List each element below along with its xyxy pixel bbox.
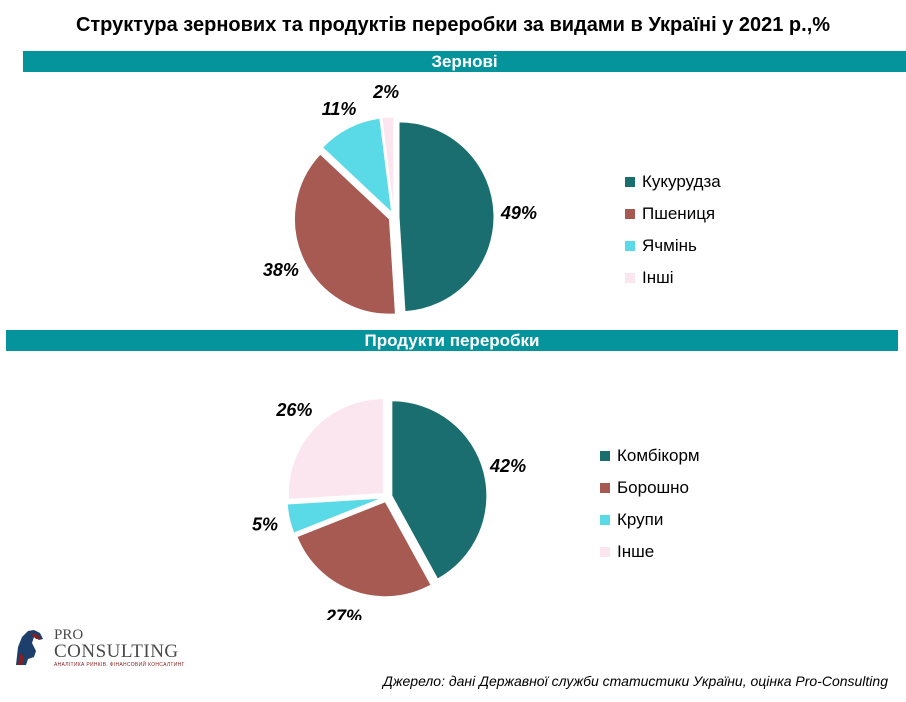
legend-label: Борошно: [617, 478, 690, 497]
pie-data-label-4: 2%: [372, 82, 399, 102]
legend-swatch: [625, 177, 635, 187]
pie-data-label-1: 49%: [500, 203, 537, 223]
pie-slice-3: [286, 497, 383, 534]
logo-tagline: АНАЛІТИКА РИНКІВ. ФІНАНСОВИЙ КОНСАЛТИНГ: [54, 662, 185, 668]
source-note: Джерело: дані Державної служби статистик…: [383, 673, 888, 689]
legend-item: Інше: [600, 536, 700, 568]
legend-label: Крупи: [617, 510, 664, 529]
legend-item: Кукурудза: [625, 166, 721, 198]
legend-item: Борошно: [600, 472, 700, 504]
pie-slice-1: [391, 400, 488, 580]
legend-swatch: [600, 515, 610, 525]
legend-item: Пшениця: [625, 198, 721, 230]
legend-swatch: [625, 209, 635, 219]
pie-slice-2: [293, 153, 396, 315]
legend-swatch: [600, 547, 610, 557]
pie-slice-2: [296, 501, 432, 598]
legend-item: Крупи: [600, 504, 700, 536]
legend-processed: Комбікорм Борошно Крупи Інше: [600, 440, 700, 568]
pie-slice-4: [287, 398, 384, 501]
pie-chart-grains: 49% 38% 11% 2%: [263, 82, 537, 315]
legend-item: Комбікорм: [600, 440, 700, 472]
legend-label: Інші: [642, 268, 674, 287]
horse-logo-icon: [12, 627, 48, 667]
section-header-grains: Зернові: [23, 51, 906, 72]
pie-chart-processed: 42% 27% 5% 26%: [252, 398, 526, 620]
legend-swatch: [600, 451, 610, 461]
pie-data-label-3: 11%: [322, 99, 357, 119]
legend-label: Кукурудза: [642, 172, 721, 191]
logo-consulting-text: CONSULTING: [54, 641, 179, 662]
chart-title: Структура зернових та продуктів переробк…: [75, 14, 831, 36]
legend-label: Ячмінь: [642, 236, 697, 255]
legend-label: Пшениця: [642, 204, 716, 223]
pie-data-label-4: 26%: [275, 400, 312, 420]
legend-item: Інші: [625, 262, 721, 294]
pie-data-label-3: 5%: [252, 514, 278, 534]
legend-swatch: [600, 483, 610, 493]
legend-label: Комбікорм: [617, 446, 700, 465]
pie-data-label-2: 38%: [263, 260, 299, 280]
legend-label: Інше: [617, 542, 655, 561]
pie-slice-1: [398, 121, 495, 313]
logo-pro-text: PRO: [54, 627, 84, 643]
legend-grains: Кукурудза Пшениця Ячмінь Інші: [625, 166, 721, 294]
pie-data-label-2: 27%: [325, 606, 362, 620]
section-header-processed: Продукти переробки: [6, 330, 898, 351]
pie-data-label-1: 42%: [489, 456, 526, 476]
legend-item: Ячмінь: [625, 230, 721, 262]
legend-swatch: [625, 273, 635, 283]
legend-swatch: [625, 241, 635, 251]
pro-consulting-logo: PRO CONSULTING АНАЛІТИКА РИНКІВ. ФІНАНСО…: [12, 627, 185, 671]
pie-slice-3: [321, 117, 393, 214]
pie-slice-4: [381, 116, 395, 213]
